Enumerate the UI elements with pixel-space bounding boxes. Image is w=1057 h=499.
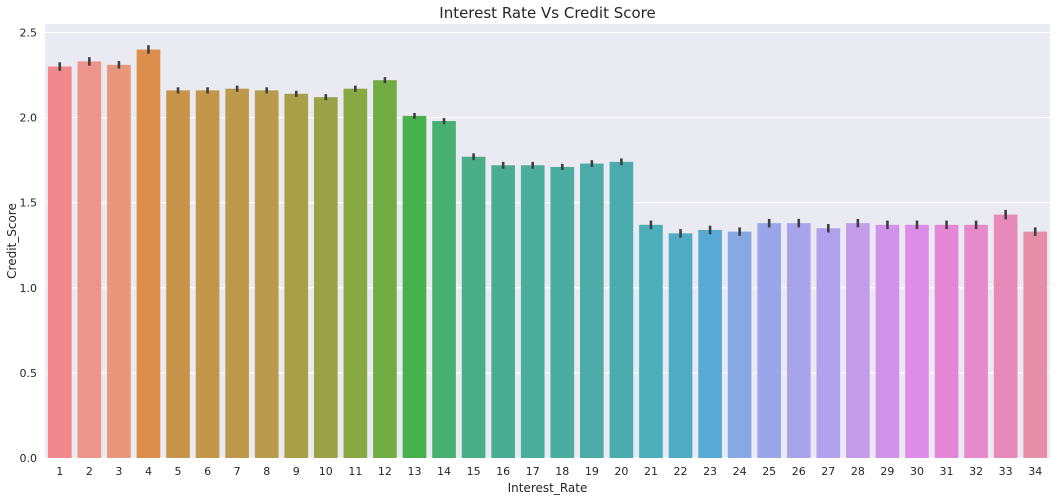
x-tick-label: 27 [821,465,835,478]
bar [846,223,870,458]
bar [313,97,338,458]
x-tick-label: 2 [86,465,93,478]
bar [491,165,515,458]
x-tick-label: 21 [644,465,658,478]
bar [254,90,279,459]
bar [343,88,368,459]
x-tick-labels: 1 2 3 4 5 6 7 8 9 10 11 12 13 14 15 16 17 18 19 20 21 22 23 24 2… [56,465,1042,478]
x-tick-label: 5 [175,465,182,478]
bar [195,90,220,459]
x-tick-label: 31 [940,465,954,478]
x-tick-label: 18 [555,465,569,478]
x-tick-label: 24 [733,465,747,478]
bar [580,163,604,458]
bar [402,115,427,458]
x-tick-label: 9 [293,465,300,478]
x-tick-label: 33 [999,465,1013,478]
x-tick-label: 12 [378,465,392,478]
bar [964,224,988,458]
bar [432,121,456,458]
x-tick-label: 19 [585,465,599,478]
bar [698,229,722,458]
bars [47,49,1048,459]
x-tick-label: 13 [407,465,421,478]
x-tick-label: 25 [762,465,776,478]
y-tick-label: 2.5 [20,27,38,40]
x-tick-label: 20 [614,465,628,478]
bar [639,224,663,458]
x-tick-label: 3 [115,465,122,478]
x-tick-label: 26 [792,465,806,478]
x-tick-label: 28 [851,465,865,478]
x-tick-label: 11 [348,465,362,478]
x-tick-label: 1 [56,465,63,478]
x-axis-label: Interest_Rate [508,481,588,495]
x-tick-label: 8 [263,465,270,478]
y-tick-label: 2.0 [20,112,38,125]
bar [136,49,161,458]
bar [166,90,190,459]
x-tick-label: 34 [1028,465,1042,478]
x-tick-label: 7 [234,465,241,478]
y-tick-label: 1.5 [20,197,38,210]
bar [668,233,693,458]
bar [284,93,309,458]
chart-title: Interest Rate Vs Credit Score [439,4,655,22]
y-tick-label: 0.5 [20,367,38,380]
x-tick-label: 23 [703,465,717,478]
x-tick-label: 17 [526,465,540,478]
x-tick-label: 22 [674,465,688,478]
bar [107,64,131,459]
y-axis-label: Credit_Score [5,203,19,279]
bar [993,214,1018,458]
bar [1023,231,1048,458]
y-tick-labels: 0.0 0.5 1.0 1.5 2.0 2.5 [20,27,38,465]
x-tick-label: 29 [880,465,894,478]
bar [77,61,102,458]
bar [609,161,634,458]
x-tick-label: 32 [969,465,983,478]
x-tick-label: 10 [319,465,333,478]
y-tick-label: 1.0 [20,282,38,295]
bar [816,228,841,458]
bar [757,223,782,458]
bar [905,224,929,458]
bar [550,166,575,458]
x-tick-label: 15 [467,465,481,478]
y-tick-label: 0.0 [20,452,38,465]
x-tick-label: 14 [437,465,451,478]
x-tick-label: 6 [204,465,211,478]
bar [875,224,900,458]
x-tick-label: 30 [910,465,924,478]
error-bars [58,45,1037,238]
x-tick-label: 4 [145,465,152,478]
bar [934,224,959,458]
bar [461,156,486,459]
bar [727,231,752,458]
bar [225,88,249,459]
bar [520,165,545,458]
x-tick-label: 16 [496,465,510,478]
bar [786,223,811,458]
bar [47,66,72,459]
bar [373,80,397,458]
